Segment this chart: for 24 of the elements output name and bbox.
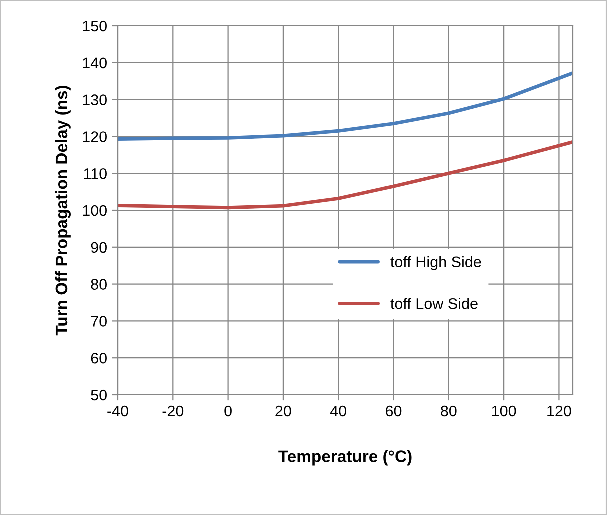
y-tick-label: 120 [83, 132, 107, 142]
y-tick-label: 80 [91, 279, 107, 290]
x-tick-label: 100 [492, 406, 516, 417]
y-tick-label: 50 [91, 390, 107, 401]
y-tick-label: 150 [83, 20, 107, 32]
y-tick-label: 90 [91, 242, 107, 254]
y-tick-label: 70 [91, 316, 107, 327]
x-tick-label: 20 [276, 406, 292, 417]
y-tick-label: 130 [83, 94, 107, 106]
y-tick-label: 60 [91, 352, 107, 364]
legend-label: toff High Side [390, 256, 482, 271]
x-axis-title: Temperature (°C) [278, 450, 412, 466]
x-tick-label: -20 [162, 406, 184, 417]
x-tick-label: -40 [108, 406, 128, 417]
x-tick-label: 120 [548, 406, 572, 417]
x-tick-label: 0 [224, 406, 232, 417]
y-tick-label: 140 [83, 58, 107, 69]
x-tick-label: 60 [386, 406, 402, 417]
x-tick-label: 80 [441, 406, 457, 417]
legend-label: toff Low Side [390, 298, 478, 310]
x-tick-label: 40 [330, 406, 347, 417]
y-axis-title: Turn Off Propagation Delay (ns) [55, 86, 71, 336]
y-tick-label: 100 [83, 205, 107, 216]
y-tick-label: 110 [84, 168, 107, 180]
